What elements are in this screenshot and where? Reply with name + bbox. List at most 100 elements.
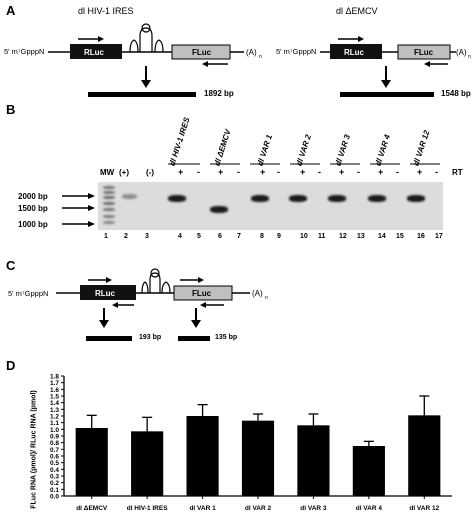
lane-number: 14 [378,233,386,240]
size-label-hiv: 1892 bp [204,89,234,98]
lane-numbers-row: 1 2 3 4 5 6 7 8 9 10 11 12 13 14 15 16 17 [0,233,474,243]
marker-1500: 1500 bp [18,204,48,213]
rluc-label-emcv: RLuc [344,48,365,57]
bar [186,416,219,496]
rluc-label-hiv: RLuc [84,48,105,57]
fluc-label-emcv: FLuc [414,48,434,57]
lane-number: 17 [435,233,443,240]
rt-sign: - [237,167,240,177]
y-tick-label: 1.3 [50,407,59,414]
y-tick-label: 0.3 [50,474,59,481]
y-tick-label: 1.5 [50,394,59,401]
lane-number: 15 [396,233,404,240]
cap-label-hiv: 5' m⁷GpppN [4,47,44,56]
panel-a-letter: A [6,3,16,18]
svg-text:n: n [265,295,268,301]
lane-header-hiv: dl HIV-1 IRES [167,116,192,167]
y-tick-label: 0.2 [50,480,59,487]
marker-arrows [62,193,95,227]
lane-number: 8 [260,233,264,240]
lane-label-pos: (+) [119,168,129,177]
rluc-box-c [80,285,136,300]
bar [352,446,385,496]
y-tick-label: 1.6 [50,387,59,394]
lane-number: 12 [339,233,347,240]
pcr-product-rluc [86,336,132,341]
y-tick-label: 1.0 [50,427,59,434]
bar-chart: 0.00.10.20.30.40.50.60.70.80.91.01.11.21… [50,374,452,512]
lane-number: 4 [178,233,182,240]
y-tick-label: 1.2 [50,414,59,421]
bar [75,428,108,496]
svg-text:n: n [468,54,471,60]
pcr-product-emcv [340,92,434,97]
rt-sign: + [339,167,345,177]
polya-hiv: (A) [246,48,257,57]
bar [297,425,330,496]
y-tick-label: 0.8 [50,440,59,447]
lane-number: 13 [357,233,365,240]
lane-group-lines [168,163,440,165]
rluc-box-hiv [70,44,122,59]
rt-label: RT [452,168,463,177]
lane-number: 6 [218,233,222,240]
panel-c-diagram: 5' m⁷GpppN RLuc FLuc (A) n [8,268,268,341]
lane-number: 16 [417,233,425,240]
x-tick-label: dl VAR 4 [356,505,383,512]
lane-label-mw: MW [100,168,115,177]
rt-sign: + [378,167,384,177]
y-tick-label: 0.1 [50,487,59,494]
x-tick-label: dl VAR 3 [300,505,327,512]
x-tick-label: dl VAR 2 [245,505,272,512]
rt-sign: - [396,167,399,177]
rt-signs-row: + - + - + - + - + - + - + - [0,167,474,179]
y-tick-label: 0.6 [50,454,59,461]
lane-number: 10 [300,233,308,240]
panel-d-letter: D [6,358,16,373]
lane-number: 1 [104,233,108,240]
rt-sign: - [357,167,360,177]
fluc-label-c: FLuc [192,289,212,298]
y-tick-label: 0.9 [50,434,59,441]
rt-sign: - [318,167,321,177]
polya-c: (A) [252,289,263,298]
size-label-rluc: 193 bp [139,334,162,341]
y-tick-label: 1.7 [50,380,59,387]
rluc-box-emcv [330,44,382,59]
construct-title-hiv: dl HIV-1 IRES [78,6,134,16]
pcr-product-fluc [178,336,210,341]
lane-number: 9 [277,233,281,240]
y-tick-label: 0.4 [50,467,59,474]
ires-loop [129,39,139,53]
rt-sign: + [260,167,266,177]
rt-sign: + [218,167,224,177]
agarose-gel [98,182,443,230]
lane-number: 3 [145,233,149,240]
fluc-label-hiv: FLuc [192,48,212,57]
cap-label-c: 5' m⁷GpppN [8,289,48,298]
lane-number: 7 [237,233,241,240]
pcr-product-hiv [88,92,196,97]
construct-title-emcv: dl ΔEMCV [336,6,378,16]
rt-sign: - [197,167,200,177]
rt-sign: + [417,167,423,177]
bar [408,415,441,496]
size-label-fluc: 135 bp [215,334,238,341]
bar [131,431,164,496]
lane-number: 5 [197,233,201,240]
y-tick-label: 0.0 [50,494,59,501]
marker-2000: 2000 bp [18,192,48,201]
y-tick-label: 0.7 [50,447,59,454]
ires-loop-c [141,281,149,294]
rt-sign: + [300,167,306,177]
panel-b-letter: B [6,102,16,117]
polya-emcv: (A) [456,48,467,57]
x-tick-label: dl VAR 12 [409,505,439,512]
rt-sign: - [277,167,280,177]
marker-1000: 1000 bp [18,220,48,229]
rt-sign: + [178,167,184,177]
y-tick-label: 1.8 [50,374,59,381]
y-tick-label: 0.5 [50,460,59,467]
rluc-label-c: RLuc [95,289,116,298]
svg-text:n: n [259,54,262,60]
